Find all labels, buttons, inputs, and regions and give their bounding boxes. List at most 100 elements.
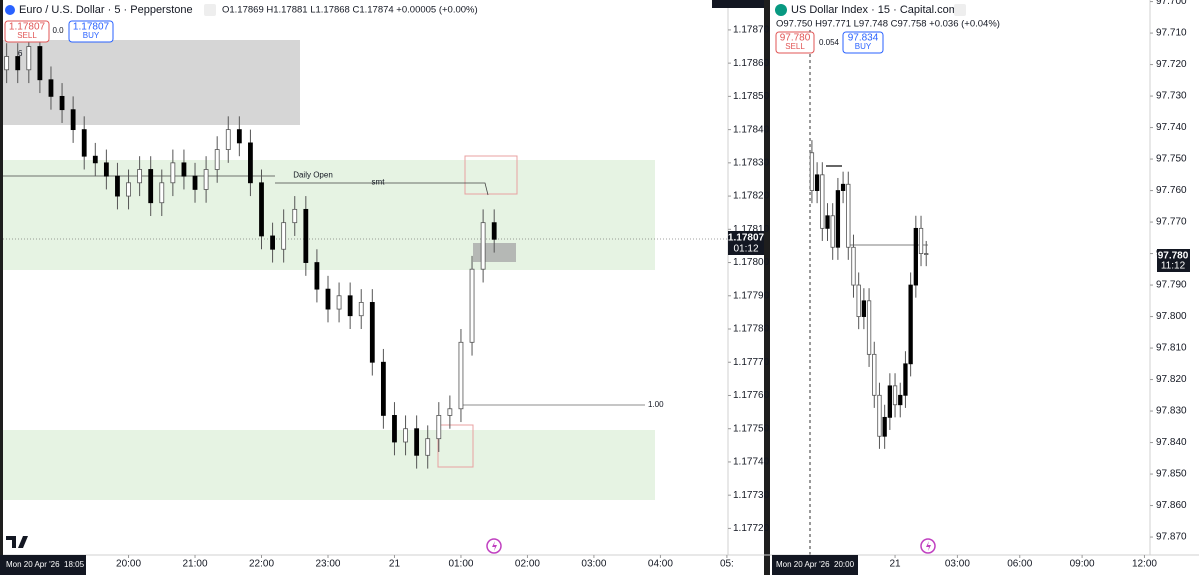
candle-body xyxy=(458,341,464,410)
ohlc-header: O97.750 H97.771 L97.748 C97.758 +0.036 (… xyxy=(776,19,1000,30)
x-tick-label: 04:00 xyxy=(648,559,673,570)
y-tick-label: 1.17770 xyxy=(733,357,770,368)
candle-body xyxy=(825,215,830,229)
y-tick-label: 1.17850 xyxy=(733,91,770,102)
candle-body xyxy=(314,262,320,290)
supply-zone xyxy=(0,40,300,125)
x-tick-label: 21 xyxy=(389,559,401,570)
candle-body xyxy=(392,415,397,443)
y-tick-label: 1.17780 xyxy=(733,324,770,335)
candle-body xyxy=(877,394,882,437)
candle-body xyxy=(15,56,21,71)
spread: 0.054 xyxy=(819,38,840,47)
candle-body xyxy=(908,284,913,365)
candle-body xyxy=(414,428,420,456)
candle-body xyxy=(214,149,220,170)
crosshair-date: Mon 20 Apr '26 xyxy=(6,560,60,569)
candle-body xyxy=(861,300,867,317)
y-tick-label: 97.840 xyxy=(1156,437,1187,448)
buy-price: 1.17807 xyxy=(73,22,110,33)
sell-price: 97.780 xyxy=(780,33,811,44)
candle-body xyxy=(369,302,375,363)
x-tick-label: 21 xyxy=(889,559,901,570)
candle-body xyxy=(480,222,486,270)
candle-body xyxy=(325,288,331,310)
y-tick-label: 1.17820 xyxy=(733,191,770,202)
last-price-tag xyxy=(1157,249,1190,272)
x-tick-label: 09:00 xyxy=(1070,559,1095,570)
x-tick-label: 05: xyxy=(720,559,734,570)
x-tick-label: 03:00 xyxy=(581,559,606,570)
candle-body xyxy=(81,129,87,157)
candle-body xyxy=(846,183,851,248)
candle-body xyxy=(892,385,898,406)
lightning-icon[interactable] xyxy=(920,538,936,554)
sell-button[interactable] xyxy=(4,20,50,43)
candle-body xyxy=(37,46,43,81)
x-tick-label: 02:00 xyxy=(515,559,540,570)
x-tick-label: 20:00 xyxy=(116,559,141,570)
candle-body xyxy=(281,222,287,250)
candle-body xyxy=(225,129,231,150)
marker-box xyxy=(464,155,518,195)
x-tick-label: 12:00 xyxy=(1132,559,1157,570)
candle-body xyxy=(181,162,187,177)
symbol-title: Euro / U.S. Dollar · 5 · Pepperstone xyxy=(19,4,193,16)
top-price-tag xyxy=(712,0,764,8)
annotation: 1.00 xyxy=(648,400,664,409)
y-tick-label: 1.17740 xyxy=(733,457,770,468)
lightning-glyph xyxy=(492,541,497,551)
sell-button[interactable] xyxy=(775,31,815,54)
x-tick-label: 23:00 xyxy=(315,559,340,570)
y-tick-label: 97.720 xyxy=(1156,59,1187,70)
candle-body xyxy=(259,182,264,237)
crosshair-time-tag xyxy=(772,555,858,575)
x-tick-label: 21:00 xyxy=(183,559,208,570)
candle-body xyxy=(820,174,825,229)
candle-body xyxy=(92,155,98,164)
last-price: 97.780 xyxy=(1158,251,1189,262)
indicator-count[interactable]: 6 xyxy=(18,49,23,58)
y-tick-label: 97.820 xyxy=(1156,374,1187,385)
sell-label: SELL xyxy=(17,31,37,40)
lightning-icon[interactable] xyxy=(486,538,502,554)
crosshair-time: 20:00 xyxy=(834,560,855,569)
candle-body xyxy=(148,169,154,204)
y-tick-label: 97.750 xyxy=(1156,154,1187,165)
y-tick-label: 1.17720 xyxy=(733,523,770,534)
y-tick-label: 97.700 xyxy=(1156,0,1187,7)
candle-body xyxy=(59,95,65,111)
marker-box xyxy=(437,424,474,468)
symbol-icon xyxy=(775,4,787,16)
y-tick-label: 1.17810 xyxy=(733,224,770,235)
smt-line xyxy=(275,182,489,196)
candle-body xyxy=(347,295,353,317)
candle-body xyxy=(924,253,929,255)
candle-body xyxy=(358,302,364,317)
candle-body xyxy=(898,394,903,406)
x-tick-label: 03:00 xyxy=(945,559,970,570)
candle-body xyxy=(159,182,165,204)
candle-body xyxy=(292,208,298,224)
crosshair-time-tag xyxy=(0,555,86,575)
ohlc-header: O1.17869 H1.17881 L1.17868 C1.17874 +0.0… xyxy=(222,5,478,16)
demand-zone xyxy=(0,160,655,270)
buy-price: 97.834 xyxy=(848,33,879,44)
candle-body xyxy=(137,169,143,184)
candle-body xyxy=(115,175,120,197)
x-tick-label: 06:00 xyxy=(1007,559,1032,570)
buy-button[interactable] xyxy=(68,20,114,43)
y-tick-label: 1.17750 xyxy=(733,423,770,434)
buy-label: BUY xyxy=(855,42,872,51)
y-tick-label: 97.850 xyxy=(1156,469,1187,480)
header-button[interactable] xyxy=(204,4,216,16)
header-button[interactable] xyxy=(954,4,966,16)
candle-body xyxy=(303,208,309,263)
candle-body xyxy=(4,56,10,71)
buy-button[interactable] xyxy=(842,31,884,54)
y-tick-label: 97.870 xyxy=(1156,532,1187,543)
candle-body xyxy=(918,227,924,254)
demand-zone xyxy=(0,430,655,500)
candle-body xyxy=(491,222,497,240)
